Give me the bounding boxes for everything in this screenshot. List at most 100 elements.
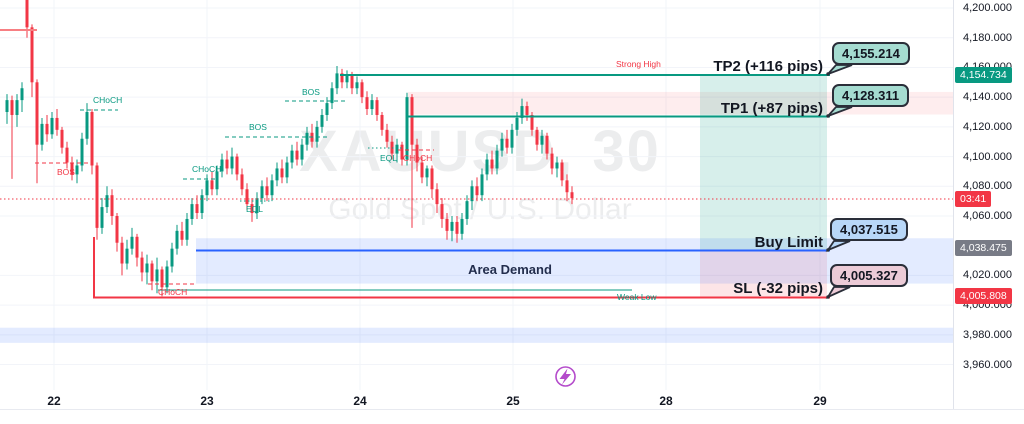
- candle-body: [245, 189, 249, 205]
- candle-body: [500, 138, 504, 151]
- candle-body: [335, 73, 339, 89]
- candle-body: [15, 100, 19, 115]
- candle-body: [330, 88, 334, 104]
- tp1-callout[interactable]: 4,128.311: [832, 84, 910, 107]
- candle-body: [550, 153, 554, 169]
- candle-body: [55, 117, 59, 130]
- candle-body: [410, 97, 414, 145]
- area-demand-label: Area Demand: [468, 262, 552, 277]
- candle-body: [185, 218, 189, 240]
- lightning-event-icon[interactable]: [555, 366, 576, 387]
- candle-body: [400, 144, 404, 160]
- candle-body: [85, 112, 89, 139]
- price-level-badge: 4,005.808: [955, 288, 1012, 305]
- candle-body: [10, 100, 14, 115]
- drawings: [0, 29, 953, 299]
- price-tick-label: 4,020.000: [963, 269, 1012, 282]
- candle-body: [300, 144, 304, 160]
- time-tick-label: 22: [47, 394, 61, 408]
- candle-body: [5, 100, 9, 113]
- lower-demand-band[interactable]: [0, 327, 953, 343]
- candle-body: [230, 156, 234, 169]
- weak-low-label: Weak Low: [617, 292, 657, 302]
- candle-body: [455, 221, 459, 234]
- candle-body: [255, 198, 259, 214]
- candle-body: [195, 204, 199, 214]
- candle-body: [445, 218, 449, 231]
- candlestick-series: [5, 0, 574, 297]
- choch-marker-label: CHoCH: [158, 287, 188, 297]
- candle-body: [265, 186, 269, 196]
- bos-marker-label: BOS: [302, 87, 320, 97]
- candle-body: [435, 189, 439, 205]
- candle-body: [350, 74, 354, 89]
- candle-body: [170, 248, 174, 267]
- price-tick-label: 4,180.000: [963, 31, 1012, 44]
- candle-body: [355, 82, 359, 89]
- choch-marker-label: CHoCH: [403, 153, 433, 163]
- candle-body: [35, 82, 39, 145]
- candle-body: [250, 204, 254, 214]
- candle-body: [65, 147, 69, 163]
- candle-body: [315, 126, 319, 142]
- candle-body: [525, 106, 529, 115]
- time-tick-label: 23: [200, 394, 214, 408]
- profit-zone-box[interactable]: [700, 74, 827, 250]
- sl-callout[interactable]: 4,005.327: [830, 264, 908, 287]
- price-level-badge: 4,154.734: [955, 67, 1012, 84]
- candle-body: [515, 117, 519, 130]
- candle-body: [270, 180, 274, 196]
- candle-body: [395, 144, 399, 154]
- time-axis[interactable]: 22 23 24 25 28 29: [0, 390, 1024, 424]
- candle-body: [305, 132, 309, 145]
- zones: [0, 74, 953, 343]
- price-tick-label: 3,980.000: [963, 328, 1012, 341]
- candle-body: [175, 230, 179, 249]
- candle-body: [540, 135, 544, 145]
- candle-body: [290, 150, 294, 163]
- candle-body: [415, 144, 419, 163]
- strong-high-label: Strong High: [616, 59, 661, 69]
- candle-body: [25, 0, 29, 28]
- choch-marker-label: CHoCH: [192, 164, 222, 174]
- area-demand-band[interactable]: [196, 238, 953, 284]
- candle-body: [480, 174, 484, 196]
- watermark-symbol: XAUUSD, 30: [299, 119, 661, 184]
- candle-body: [370, 100, 374, 110]
- candle-body: [155, 269, 159, 282]
- price-tick-label: 4,120.000: [963, 120, 1012, 133]
- candle-body: [325, 103, 329, 115]
- candle-body: [140, 257, 144, 273]
- candle-body: [45, 123, 49, 135]
- time-tick-label: 24: [353, 394, 367, 408]
- eql-marker-label: EQL: [380, 153, 398, 163]
- candle-body: [440, 204, 444, 219]
- candle-body: [405, 97, 409, 160]
- stop-loss-line[interactable]: [93, 237, 830, 299]
- price-tick-label: 3,960.000: [963, 358, 1012, 371]
- candle-body: [505, 138, 509, 148]
- candle-body: [90, 112, 94, 166]
- candle-body: [320, 114, 324, 127]
- candle-body: [125, 248, 129, 264]
- tp2-callout-tail: [827, 64, 853, 75]
- sl-callout-tail: [825, 286, 851, 300]
- candle-body: [165, 266, 169, 288]
- time-tick-label: 28: [659, 394, 673, 408]
- candle-body: [560, 162, 564, 181]
- candle-body: [135, 236, 139, 258]
- tp1-supply-band[interactable]: [408, 91, 953, 115]
- loss-zone-box[interactable]: [700, 249, 827, 297]
- buy-callout[interactable]: 4,037.515: [830, 218, 908, 241]
- candle-body: [460, 218, 464, 234]
- bos-marker-label: BOS: [57, 167, 75, 177]
- candle-body: [555, 162, 559, 169]
- time-tick-label: 29: [813, 394, 827, 408]
- buy-callout-anchor: [826, 248, 830, 252]
- candle-body: [425, 168, 429, 178]
- candle-body: [80, 138, 84, 166]
- price-axis[interactable]: 4,200.0004,180.0004,160.0004,140.0004,12…: [953, 0, 1024, 410]
- tp2-callout[interactable]: 4,155.214: [832, 42, 910, 65]
- candle-body: [115, 215, 119, 243]
